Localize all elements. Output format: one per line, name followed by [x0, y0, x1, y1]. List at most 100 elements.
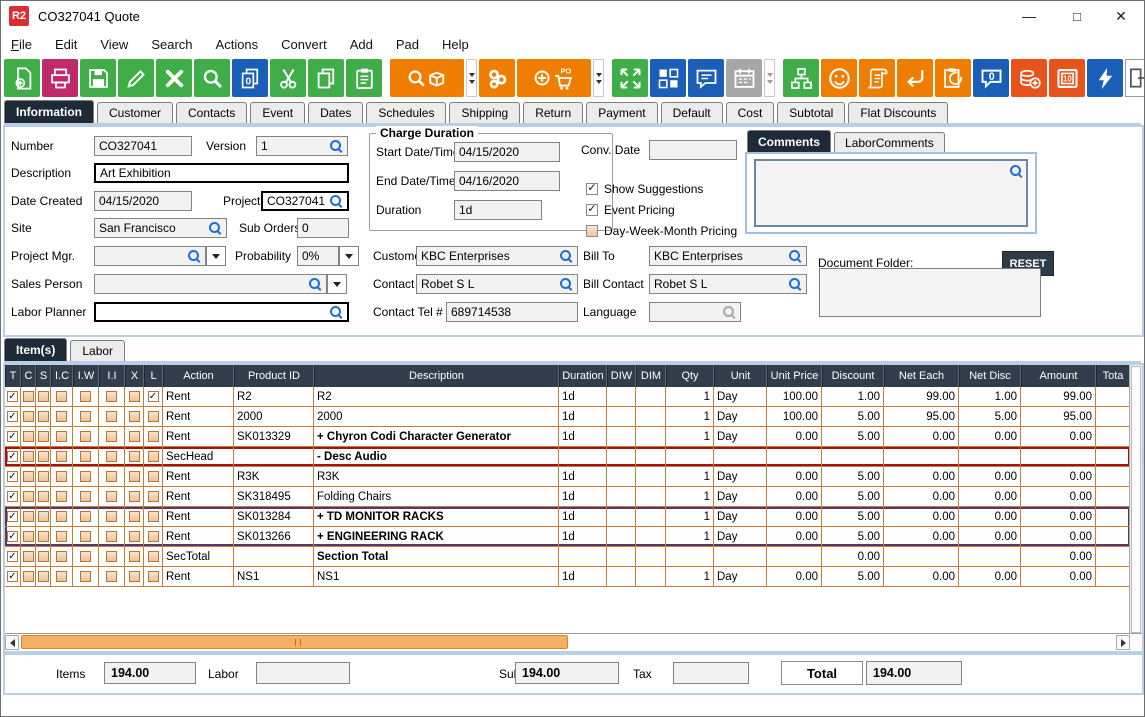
horizontal-scrollbar[interactable] — [5, 633, 1142, 651]
row-checkbox[interactable] — [56, 391, 67, 402]
checkbox[interactable]: ✓ — [586, 203, 598, 216]
row-checkbox[interactable] — [128, 491, 140, 502]
search-icon[interactable] — [788, 277, 802, 291]
row-checkbox[interactable]: ✓ — [7, 470, 18, 482]
tab-schedules[interactable]: Schedules — [366, 102, 447, 123]
row-checkbox[interactable] — [37, 411, 49, 422]
tab-item-s-[interactable]: Item(s) — [4, 338, 68, 361]
tab-shipping[interactable]: Shipping — [449, 102, 521, 123]
coins-add-button[interactable] — [1011, 59, 1047, 97]
row-checkbox[interactable] — [80, 411, 91, 422]
document-folder-box[interactable] — [819, 268, 1041, 317]
row-checkbox[interactable] — [37, 471, 49, 482]
table-row[interactable]: ✓ Rent 2000 2000 1d 1 Day 100.00 5.00 95.00 5.00 95… — [5, 407, 1130, 427]
row-checkbox[interactable] — [80, 471, 91, 482]
comment-button[interactable] — [688, 59, 724, 97]
row-checkbox[interactable] — [106, 411, 117, 422]
row-checkbox[interactable] — [147, 431, 159, 442]
col-header-action[interactable]: Action — [163, 365, 234, 387]
row-checkbox[interactable] — [106, 491, 117, 502]
search-icon[interactable] — [788, 249, 802, 263]
find-item-button[interactable] — [390, 59, 464, 97]
col-header-t[interactable]: T — [5, 365, 21, 387]
duration-field[interactable]: 1d — [454, 200, 542, 220]
row-checkbox[interactable] — [106, 531, 117, 542]
tab-comments[interactable]: Comments — [747, 130, 832, 152]
version-field[interactable]: 1 — [256, 136, 348, 156]
site-field[interactable]: San Francisco — [94, 218, 227, 238]
expand-button[interactable] — [612, 59, 648, 97]
row-checkbox[interactable]: ✓ — [7, 430, 18, 442]
customer-field[interactable]: KBC Enterprises — [416, 246, 578, 266]
search-icon[interactable] — [1009, 164, 1023, 178]
find-item-dropdown[interactable] — [466, 59, 477, 97]
contact-tel-field[interactable]: 689714538 — [446, 302, 578, 322]
vertical-scrollbar[interactable] — [1129, 365, 1142, 634]
row-checkbox[interactable] — [22, 491, 34, 502]
project-mgr-dropdown[interactable] — [206, 246, 226, 266]
exit-button[interactable] — [1125, 59, 1144, 97]
return-button[interactable] — [897, 59, 933, 97]
row-checkbox[interactable] — [80, 551, 91, 562]
col-header-dim[interactable]: DIM — [636, 365, 666, 387]
sales-person-field[interactable] — [94, 274, 327, 294]
speech-zero-button[interactable]: 0 — [973, 59, 1009, 97]
row-checkbox[interactable] — [128, 471, 140, 482]
row-checkbox[interactable] — [80, 511, 91, 522]
row-checkbox[interactable] — [106, 511, 117, 522]
col-header-i-w[interactable]: I.W — [73, 365, 99, 387]
row-checkbox[interactable] — [128, 391, 140, 402]
row-checkbox[interactable] — [22, 411, 34, 422]
menu-edit[interactable]: Edit — [54, 36, 78, 52]
search-icon[interactable] — [208, 221, 222, 235]
row-checkbox[interactable] — [147, 551, 159, 562]
menu-add[interactable]: Add — [349, 36, 373, 52]
delete-button[interactable] — [156, 59, 192, 97]
search-icon[interactable] — [329, 305, 343, 319]
bill-to-field[interactable]: KBC Enterprises — [649, 246, 807, 266]
menu-pad[interactable]: Pad — [395, 36, 419, 52]
row-checkbox[interactable]: ✓ — [7, 390, 18, 402]
table-row[interactable]: ✓ Rent SK013284 + TD MONITOR RACKS 1d 1 Day 0.0… — [5, 507, 1130, 527]
smiley-button[interactable] — [821, 59, 857, 97]
row-checkbox[interactable] — [56, 531, 67, 542]
description-field[interactable]: Art Exhibition — [94, 163, 349, 183]
lightning-button[interactable] — [1087, 59, 1123, 97]
transfer-button[interactable] — [935, 59, 971, 97]
row-checkbox[interactable] — [22, 391, 34, 402]
row-checkbox[interactable] — [22, 451, 34, 462]
row-checkbox[interactable] — [147, 411, 159, 422]
row-checkbox[interactable] — [128, 431, 140, 442]
row-checkbox[interactable] — [37, 571, 49, 582]
project-field[interactable]: CO327041 — [261, 191, 349, 211]
edit-button[interactable] — [118, 59, 154, 97]
search-icon[interactable] — [559, 249, 573, 263]
col-header-i-i[interactable]: I.I — [99, 365, 125, 387]
table-row[interactable]: ✓ Rent SK013329 + Chyron Codi Character Gen… — [5, 427, 1130, 447]
print-button[interactable] — [42, 59, 78, 97]
table-row[interactable]: ✓ Rent SK318495 Folding Chairs 1d 1 Day 0.00 5.0… — [5, 487, 1130, 507]
col-header-diw[interactable]: DIW — [607, 365, 636, 387]
row-checkbox[interactable] — [56, 431, 67, 442]
row-checkbox[interactable] — [56, 411, 67, 422]
row-checkbox[interactable] — [128, 551, 140, 562]
row-checkbox[interactable]: ✓ — [7, 530, 18, 542]
row-checkbox[interactable]: ✓ — [7, 570, 18, 582]
project-mgr-field[interactable] — [94, 246, 206, 266]
col-header-product-id[interactable]: Product ID — [234, 365, 314, 387]
row-checkbox[interactable] — [22, 511, 34, 522]
menu-actions[interactable]: Actions — [215, 36, 259, 52]
maximize-button[interactable]: □ — [1073, 8, 1081, 24]
comments-textarea[interactable] — [754, 159, 1028, 227]
row-checkbox[interactable] — [37, 451, 49, 462]
row-checkbox[interactable]: ✓ — [7, 490, 18, 502]
row-checkbox[interactable] — [22, 471, 34, 482]
search-icon[interactable] — [559, 277, 573, 291]
row-checkbox[interactable] — [147, 511, 159, 522]
col-header-i-c[interactable]: I.C — [51, 365, 73, 387]
probability-dropdown[interactable] — [339, 246, 359, 266]
search-icon[interactable] — [187, 249, 201, 263]
tab-cost[interactable]: Cost — [725, 102, 775, 123]
row-checkbox[interactable] — [56, 511, 67, 522]
row-checkbox[interactable] — [128, 411, 140, 422]
